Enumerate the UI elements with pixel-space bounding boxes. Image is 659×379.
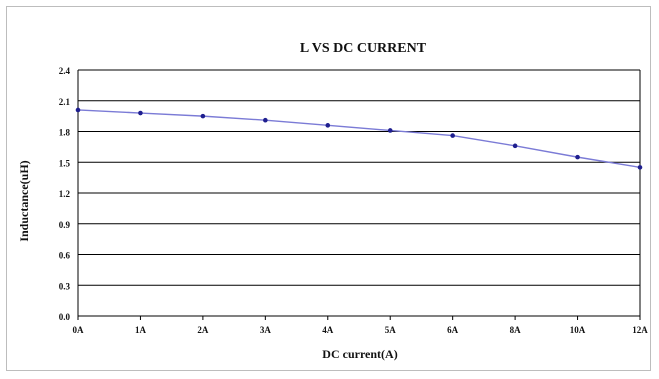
x-tick-label-0: 0A xyxy=(73,325,85,335)
data-point-0-6 xyxy=(450,133,455,138)
data-point-0-1 xyxy=(138,110,143,116)
data-point-0-9 xyxy=(637,165,643,170)
x-tick-label-7: 8A xyxy=(510,325,522,335)
data-point-0-2 xyxy=(200,113,206,119)
x-tick-label-9: 12A xyxy=(632,325,648,335)
data-point-0-0 xyxy=(75,107,81,113)
tick-layer: 0.0 0.3 0.6 0.9 1.2 1.5 1.8 2.1 2.4 0A 1A 2A 3A 4A 5A 6… xyxy=(59,66,649,335)
y-tick-label-4: 1.2 xyxy=(59,189,71,199)
data-point-0-7 xyxy=(512,143,518,149)
series-layer xyxy=(75,107,643,170)
data-point-0-3 xyxy=(263,117,268,123)
x-tick-label-5: 5A xyxy=(385,325,397,335)
x-tick-label-2: 2A xyxy=(197,325,209,335)
y-tick-label-3: 0.9 xyxy=(59,220,71,230)
y-tick-label-7: 2.1 xyxy=(59,97,71,107)
y-tick-label-2: 0.6 xyxy=(59,251,71,261)
y-tick-label-5: 1.5 xyxy=(59,158,71,168)
data-point-0-5 xyxy=(387,128,393,133)
y-tick-label-1: 0.3 xyxy=(59,281,71,291)
y-tick-label-0: 0.0 xyxy=(59,312,71,322)
chart-frame xyxy=(6,6,651,371)
grid-layer xyxy=(77,69,641,317)
x-tick-label-6: 6A xyxy=(447,325,459,335)
series-line-0 xyxy=(77,109,641,169)
x-tick-label-1: 1A xyxy=(135,325,147,335)
y-tick-label-6: 1.8 xyxy=(59,128,71,138)
x-axis-label: DC current(A) xyxy=(322,347,397,361)
data-point-0-4 xyxy=(325,123,331,128)
y-axis-label: Inductance(uH) xyxy=(17,160,31,241)
x-tick-label-4: 4A xyxy=(322,325,334,335)
y-tick-label-8: 2.4 xyxy=(59,66,71,76)
data-point-0-8 xyxy=(575,154,580,160)
chart-title: L VS DC CURRENT xyxy=(300,41,427,56)
x-tick-label-8: 10A xyxy=(570,325,586,335)
x-tick-label-3: 3A xyxy=(260,325,272,335)
